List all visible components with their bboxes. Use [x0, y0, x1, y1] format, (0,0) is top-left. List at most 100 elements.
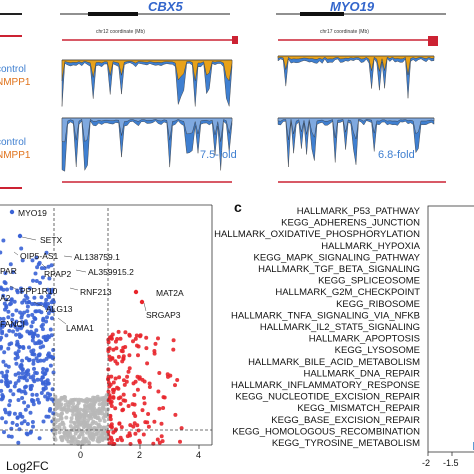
- volcano-point: [93, 399, 98, 404]
- volcano-point: [5, 369, 10, 374]
- volcano-point: [155, 437, 160, 442]
- volcano-point: [13, 372, 18, 377]
- volcano-point: [46, 414, 51, 419]
- volcano-point: [82, 409, 87, 414]
- volcano-point: [80, 432, 85, 437]
- volcano-point: [121, 392, 126, 397]
- pathway-label: KEGG_BASE_EXCISION_REPAIR: [271, 415, 420, 426]
- volcano-point: [25, 378, 29, 383]
- volcano-point: [147, 385, 152, 389]
- volcano-point: [25, 329, 30, 334]
- panel-a: control NMPP1 control NMPP1 CBX5 chr12 c…: [0, 0, 446, 189]
- volcano-point: [173, 383, 177, 388]
- volcano-point: [120, 408, 125, 413]
- volcano-point: [43, 371, 48, 376]
- volcano-point: [111, 395, 116, 400]
- volcano-point: [26, 404, 31, 409]
- gene-title-myo19: MYO19: [330, 0, 375, 14]
- volcano-point: [3, 271, 8, 276]
- volcano-point: [92, 426, 97, 431]
- volcano-point: [45, 287, 50, 292]
- volcano-point: [4, 380, 8, 385]
- volcano-point: [17, 324, 22, 329]
- volcano-point: [82, 420, 87, 425]
- volcano-point: [2, 350, 7, 355]
- volcano-point: [0, 397, 4, 402]
- pathway-label: KEGG_MISMATCH_REPAIR: [297, 403, 420, 414]
- volcano-point: [37, 400, 41, 405]
- leader-al138759: [63, 255, 73, 258]
- volcano-point: [39, 295, 44, 300]
- volcano-point: [117, 375, 122, 380]
- volcano-point: [45, 315, 49, 320]
- volcano-point: [35, 377, 40, 382]
- volcano-point: [66, 433, 70, 438]
- myo19-top-area-b: [277, 55, 435, 76]
- volcano-point: [136, 428, 141, 433]
- volcano-point: [159, 434, 164, 439]
- volcano-point: [52, 425, 57, 430]
- volcano-point: [31, 374, 36, 379]
- label-al359915: AL359915.2: [88, 267, 134, 277]
- volcano-point: [39, 340, 44, 345]
- volcano-point: [33, 316, 38, 321]
- volcano-point: [45, 391, 50, 396]
- volcano-point: [179, 426, 184, 431]
- volcano-point: [71, 398, 76, 402]
- volcano-point: [102, 419, 107, 423]
- volcano-point: [89, 416, 94, 421]
- volcano-point: [105, 435, 110, 439]
- pathway-label: HALLMARK_APOPTOSIS: [309, 334, 420, 345]
- volcano-point: [15, 415, 20, 420]
- volcano-point: [106, 389, 111, 394]
- volcano-point: [0, 393, 5, 397]
- leader-al359915: [75, 269, 87, 273]
- volcano-point: [58, 404, 63, 409]
- volcano-point: [113, 427, 118, 432]
- volcano-point: [42, 266, 47, 271]
- point-myo19: [9, 209, 15, 215]
- volcano-point: [34, 255, 39, 260]
- volcano-point: [145, 361, 150, 366]
- volcano-point: [113, 406, 118, 411]
- volcano-point: [67, 400, 72, 405]
- volcano-point: [14, 308, 19, 313]
- volcano-point: [49, 354, 54, 359]
- volcano-point: [153, 341, 158, 346]
- volcano-point: [126, 369, 131, 374]
- volcano-point: [19, 246, 24, 251]
- myo19-block: MYO19 chr17 coordinate (Mb) 6.8-fold: [276, 0, 446, 183]
- volcano-point: [32, 366, 36, 371]
- volcano-point: [123, 330, 128, 335]
- xtick-0: 0: [78, 450, 83, 460]
- volcano-point: [89, 402, 93, 406]
- volcano-point: [120, 349, 125, 354]
- volcano-point: [24, 431, 29, 436]
- volcano-point: [156, 389, 161, 394]
- volcano-point: [0, 416, 5, 421]
- volcano-point: [69, 419, 74, 424]
- volcano-point: [152, 419, 157, 424]
- volcano-point: [76, 439, 80, 444]
- volcano-point: [100, 437, 105, 442]
- volcano-point: [2, 280, 7, 285]
- volcano-point: [7, 412, 12, 417]
- volcano-point: [111, 380, 116, 385]
- volcano-point: [46, 264, 51, 269]
- volcano-point: [47, 295, 52, 300]
- volcano-point: [72, 420, 77, 425]
- volcano-point: [44, 367, 49, 372]
- volcano-point: [28, 410, 33, 415]
- volcano-point: [75, 424, 80, 429]
- volcano-point: [46, 395, 51, 400]
- volcano-point: [123, 398, 128, 403]
- volcano-point: [30, 338, 35, 343]
- volcano-point: [12, 384, 17, 389]
- volcano-point: [7, 328, 12, 333]
- volcano-point: [43, 383, 48, 387]
- volcano-point: [152, 351, 157, 356]
- volcano-point: [88, 432, 93, 437]
- volcano-point: [17, 427, 22, 432]
- pathway-label: HALLMARK_HYPOXIA: [321, 241, 420, 252]
- volcano-point: [43, 394, 48, 399]
